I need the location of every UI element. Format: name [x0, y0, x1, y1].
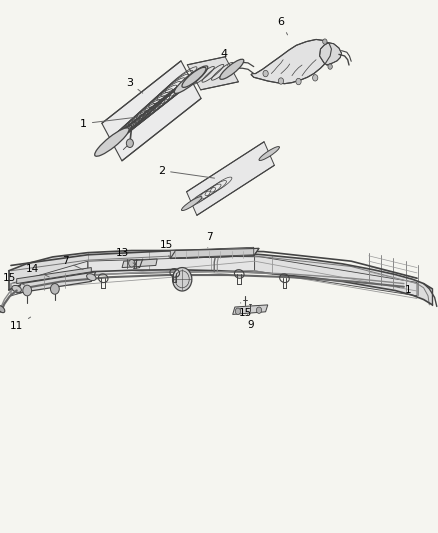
- Circle shape: [256, 307, 261, 313]
- Text: 13: 13: [115, 248, 134, 264]
- Polygon shape: [122, 259, 157, 268]
- Ellipse shape: [12, 286, 21, 292]
- Circle shape: [126, 139, 133, 148]
- Text: 14: 14: [26, 264, 49, 277]
- Text: 7: 7: [206, 232, 213, 248]
- Text: 1: 1: [80, 118, 133, 128]
- Polygon shape: [9, 251, 431, 305]
- Ellipse shape: [0, 305, 5, 313]
- Text: 9: 9: [247, 314, 254, 330]
- Circle shape: [327, 64, 332, 69]
- Polygon shape: [88, 256, 254, 274]
- Circle shape: [262, 70, 268, 77]
- Circle shape: [322, 39, 326, 44]
- Ellipse shape: [219, 59, 243, 79]
- Text: 4: 4: [220, 50, 227, 66]
- Circle shape: [295, 78, 300, 85]
- Polygon shape: [251, 39, 331, 84]
- Text: 15: 15: [3, 273, 26, 286]
- Circle shape: [172, 268, 191, 291]
- Polygon shape: [186, 142, 274, 215]
- Text: 2: 2: [158, 166, 214, 178]
- Polygon shape: [232, 305, 267, 314]
- Polygon shape: [11, 261, 88, 296]
- Text: 15: 15: [159, 240, 172, 259]
- Polygon shape: [170, 247, 253, 258]
- Text: 7: 7: [61, 256, 83, 270]
- Polygon shape: [102, 61, 201, 161]
- Polygon shape: [17, 272, 95, 293]
- Polygon shape: [254, 256, 416, 296]
- Polygon shape: [170, 248, 258, 259]
- Ellipse shape: [95, 128, 129, 156]
- Polygon shape: [187, 57, 238, 90]
- Circle shape: [128, 260, 134, 267]
- Ellipse shape: [181, 67, 205, 87]
- Text: 15: 15: [238, 303, 251, 318]
- Text: 6: 6: [277, 18, 287, 35]
- Polygon shape: [319, 43, 341, 65]
- Circle shape: [50, 284, 59, 294]
- Polygon shape: [17, 268, 91, 284]
- Circle shape: [278, 78, 283, 84]
- Ellipse shape: [86, 274, 96, 280]
- Circle shape: [235, 308, 240, 314]
- Circle shape: [312, 75, 317, 81]
- Text: 3: 3: [126, 78, 142, 93]
- Text: 11: 11: [10, 317, 31, 331]
- Ellipse shape: [174, 66, 207, 93]
- Ellipse shape: [258, 147, 279, 160]
- Circle shape: [23, 285, 32, 296]
- Ellipse shape: [181, 197, 201, 211]
- Text: 1: 1: [396, 286, 411, 295]
